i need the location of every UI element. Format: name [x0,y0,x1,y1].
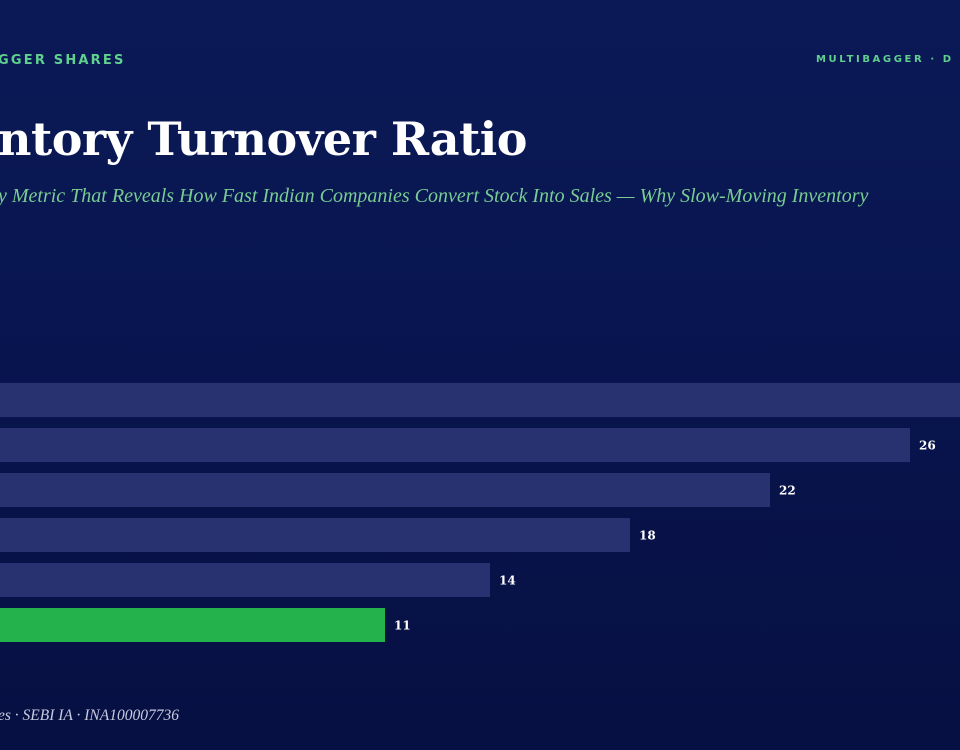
bar-5 [0,608,385,642]
footer-disclaimer: es · SEBI IA · INA100007736 [0,707,179,724]
brand-name-right: MULTIBAGGER · D [816,54,954,65]
bar-value-label-5: 11 [394,619,411,633]
bar-2 [0,473,770,507]
bar-value-label-3: 18 [639,529,656,543]
page-title: ntory Turnover Ratio [0,112,527,166]
bar-1 [0,428,910,462]
bar-0 [0,383,960,417]
bar-4 [0,563,490,597]
brand-name-left: GGER SHARES [0,53,126,68]
bar-value-label-1: 26 [919,439,936,453]
page-subtitle: y Metric That Reveals How Fast Indian Co… [0,185,869,207]
bar-3 [0,518,630,552]
bar-value-label-4: 14 [499,574,516,588]
bar-value-label-2: 22 [779,484,796,498]
